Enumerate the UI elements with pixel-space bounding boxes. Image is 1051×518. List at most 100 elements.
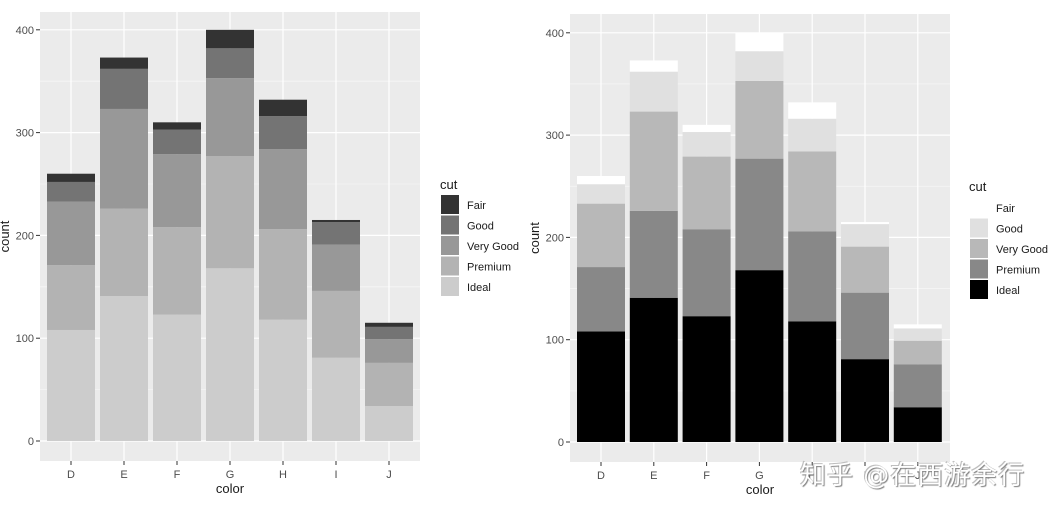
x-tick-label: F xyxy=(174,469,181,481)
bar-stack-H xyxy=(788,102,837,442)
legend-key-very-good xyxy=(441,236,459,255)
bar-segment-very-good xyxy=(153,154,201,228)
bar-segment-good xyxy=(841,224,889,247)
x-tick-label: G xyxy=(226,469,235,481)
y-tick-label: 0 xyxy=(558,437,564,449)
bar-segment-fair xyxy=(682,124,731,133)
bar-segment-premium xyxy=(629,210,678,298)
bar-segment-very-good xyxy=(893,340,942,365)
legend-key-fair xyxy=(441,195,459,214)
legend-label: Good xyxy=(996,223,1023,235)
bar-segment-good xyxy=(153,129,201,155)
bar-segment-premium xyxy=(47,265,95,330)
bar-segment-premium xyxy=(577,267,625,332)
bar-segment-ideal xyxy=(893,407,942,442)
y-tick-label: 100 xyxy=(16,333,34,345)
bar-segment-premium xyxy=(841,292,889,360)
bar-segment-very-good xyxy=(788,151,837,232)
bar-segment-very-good xyxy=(312,244,360,291)
y-tick-label: 100 xyxy=(546,335,564,347)
bar-stack-D xyxy=(577,176,625,442)
bar-segment-very-good xyxy=(577,203,625,268)
bar-stack-E xyxy=(100,57,148,441)
bar-segment-good xyxy=(259,116,307,150)
bar-segment-fair xyxy=(577,176,625,185)
bar-stack-G xyxy=(735,32,784,442)
bar-segment-fair xyxy=(259,99,307,117)
bar-segment-good xyxy=(312,222,360,245)
bar-stack-F xyxy=(682,124,731,442)
y-tick-label: 400 xyxy=(16,25,34,37)
legend-title: cut xyxy=(440,177,458,192)
legend-label: Very Good xyxy=(996,244,1048,256)
bar-segment-ideal xyxy=(47,329,95,441)
bar-segment-premium xyxy=(206,156,254,269)
bar-segment-fair xyxy=(312,219,360,223)
bar-segment-good xyxy=(682,132,731,157)
bar-stack-D xyxy=(47,173,95,441)
bar-segment-good xyxy=(629,71,678,112)
bar-segment-fair xyxy=(788,102,837,119)
bar-stack-G xyxy=(206,29,254,441)
bar-segment-good xyxy=(788,118,837,152)
legend-label: Premium xyxy=(996,264,1040,276)
x-tick-label: E xyxy=(650,470,657,482)
legend-label: Ideal xyxy=(996,285,1020,297)
legend: cut Fair Good Very Good Premium Ideal xyxy=(440,177,519,296)
bar-segment-ideal xyxy=(153,314,201,441)
x-axis-title: color xyxy=(746,482,775,497)
bar-segment-good xyxy=(47,181,95,202)
legend-label: Very Good xyxy=(467,241,519,253)
bar-segment-premium xyxy=(893,364,942,408)
bar-segment-premium xyxy=(100,208,148,297)
bar-segment-fair xyxy=(47,173,95,182)
x-tick-label: J xyxy=(915,470,921,482)
bar-segment-ideal xyxy=(735,270,784,442)
bar-segment-very-good xyxy=(100,108,148,209)
bar-segment-good xyxy=(735,51,784,81)
bar-segment-ideal xyxy=(365,406,413,441)
bar-segment-very-good xyxy=(841,246,889,293)
x-tick-label: I xyxy=(863,470,866,482)
legend-label: Ideal xyxy=(467,282,491,294)
legend: cut Fair Good Very Good Premium Ideal xyxy=(969,179,1048,299)
bar-segment-very-good xyxy=(365,339,413,363)
bar-segment-ideal xyxy=(206,268,254,441)
bar-segment-fair xyxy=(365,322,413,327)
bar-segment-good xyxy=(893,328,942,341)
y-axis-title: count xyxy=(527,222,542,254)
bar-segment-fair xyxy=(100,57,148,69)
bar-segment-good xyxy=(577,184,625,204)
x-tick-label: J xyxy=(386,469,392,481)
y-axis-title: count xyxy=(0,220,12,252)
legend-label: Fair xyxy=(467,200,486,212)
bar-segment-good xyxy=(206,48,254,79)
bar-segment-premium xyxy=(259,229,307,320)
bar-segment-ideal xyxy=(100,296,148,441)
bar-stack-J xyxy=(365,322,413,441)
watermark: 知乎 @在西游余行 xyxy=(800,461,1026,491)
bar-segment-very-good xyxy=(47,201,95,266)
legend-label: Premium xyxy=(467,261,511,273)
bar-segment-good xyxy=(100,68,148,109)
bar-stack-H xyxy=(259,99,307,441)
bar-segment-very-good xyxy=(629,111,678,211)
x-tick-label: G xyxy=(755,470,764,482)
x-tick-label: I xyxy=(334,469,337,481)
bar-segment-very-good xyxy=(206,78,254,157)
y-tick-label: 200 xyxy=(546,232,564,244)
legend-key-ideal xyxy=(970,280,988,299)
bar-segment-fair xyxy=(629,60,678,72)
bar-segment-ideal xyxy=(629,297,678,442)
legend-title: cut xyxy=(969,179,987,194)
bar-segment-fair xyxy=(893,324,942,329)
bar-segment-good xyxy=(365,326,413,340)
bar-segment-fair xyxy=(206,29,254,49)
bar-stack-E xyxy=(629,60,678,442)
y-tick-label: 0 xyxy=(28,436,34,448)
bar-segment-ideal xyxy=(841,359,889,442)
bar-segment-very-good xyxy=(682,156,731,230)
bar-stack-I xyxy=(312,219,360,441)
